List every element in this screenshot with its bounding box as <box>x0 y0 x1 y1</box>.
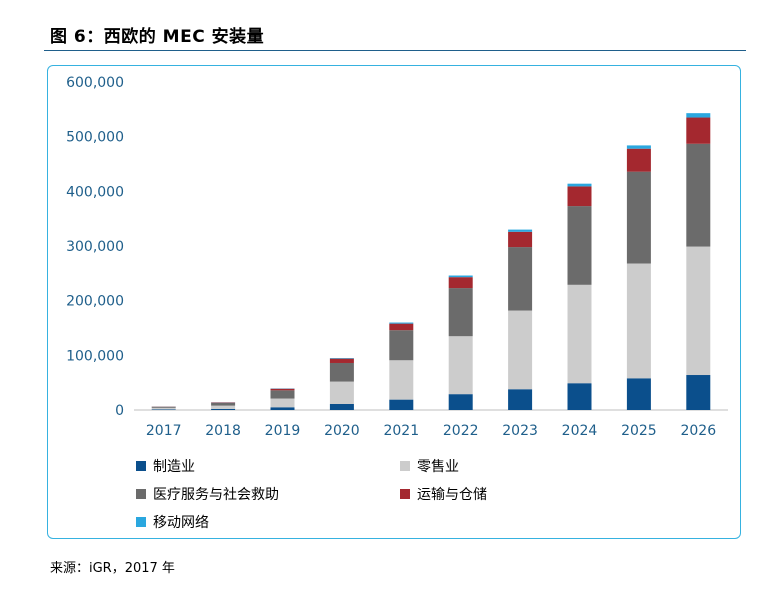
legend-item-healthcare: 医疗服务与社会救助 <box>136 484 279 504</box>
y-tick-label: 200,000 <box>66 294 124 310</box>
bar-segment-manufacturing-2019 <box>270 407 295 410</box>
bar-segment-mobile_network-2023 <box>508 229 533 232</box>
bar-segment-manufacturing-2017 <box>151 409 176 410</box>
bar-segment-transport_storage-2019 <box>270 388 295 391</box>
bar-segment-manufacturing-2023 <box>508 389 533 410</box>
stacked-bar-chart: 0 100,000 200,000 300,000 400,000 500,000 600,… <box>66 75 728 439</box>
y-tick-label: 0 <box>115 403 124 419</box>
bar-segment-mobile_network-2025 <box>626 145 651 149</box>
legend-item-mobile-network: 移动网络 <box>136 512 209 532</box>
title-divider <box>44 50 746 51</box>
bar-segment-healthcare_social-2017 <box>151 406 176 408</box>
x-tick-label-2024: 2024 <box>562 423 598 439</box>
legend-swatch-transport <box>400 489 410 499</box>
figure-title: 图 6：西欧的 MEC 安装量 <box>50 27 265 47</box>
bar-segment-healthcare_social-2019 <box>270 390 295 399</box>
bar-segment-manufacturing-2018 <box>211 408 236 410</box>
bar-segment-manufacturing-2026 <box>686 375 711 410</box>
bar-segment-retail-2021 <box>389 360 414 400</box>
bar-segment-retail-2022 <box>448 336 473 395</box>
bar-segment-mobile_network-2026 <box>686 113 711 118</box>
bar-segment-healthcare_social-2026 <box>686 143 711 247</box>
bar-segment-healthcare_social-2024 <box>567 206 592 285</box>
legend-item-transport: 运输与仓储 <box>400 484 487 504</box>
x-tick-label-2018: 2018 <box>205 423 241 439</box>
x-tick-label-2020: 2020 <box>324 423 360 439</box>
legend-label-retail: 零售业 <box>417 459 459 475</box>
legend-label-transport: 运输与仓储 <box>417 487 487 503</box>
legend-item-retail: 零售业 <box>400 456 459 476</box>
bar-segment-mobile_network-2024 <box>567 183 592 187</box>
bar-segment-healthcare_social-2020 <box>329 362 354 382</box>
bar-segment-retail-2019 <box>270 398 295 408</box>
bar-segment-retail-2017 <box>151 407 176 410</box>
bar-segment-healthcare_social-2022 <box>448 288 473 337</box>
legend-label-mobile-network: 移动网络 <box>153 515 209 531</box>
bar-segment-transport_storage-2025 <box>626 148 651 172</box>
x-tick-label-2021: 2021 <box>383 423 419 439</box>
legend-swatch-mobile-network <box>136 517 146 527</box>
x-tick-label-2017: 2017 <box>146 423 182 439</box>
legend-label-healthcare: 医疗服务与社会救助 <box>153 487 279 503</box>
bar-segment-healthcare_social-2023 <box>508 247 533 311</box>
y-tick-label: 500,000 <box>66 130 124 146</box>
chart-frame: 0 100,000 200,000 300,000 400,000 500,000 600,… <box>47 65 741 539</box>
bar-segment-retail-2020 <box>329 381 354 404</box>
legend-swatch-retail <box>400 461 410 471</box>
legend-swatch-manufacturing <box>136 461 146 471</box>
bar-segment-mobile_network-2022 <box>448 275 473 278</box>
bar-segment-mobile_network-2021 <box>389 322 414 324</box>
x-tick-label-2022: 2022 <box>443 423 479 439</box>
y-tick-label: 400,000 <box>66 184 124 200</box>
legend-item-manufacturing: 制造业 <box>136 456 195 476</box>
bar-segment-transport_storage-2020 <box>329 358 354 363</box>
bar-segment-retail-2024 <box>567 284 592 384</box>
bar-segment-manufacturing-2024 <box>567 383 592 410</box>
bar-segment-transport_storage-2023 <box>508 231 533 248</box>
y-tick-label: 300,000 <box>66 239 124 255</box>
bar-segment-mobile_network-2020 <box>329 358 354 359</box>
bar-segment-transport_storage-2022 <box>448 277 473 289</box>
bar-segment-retail-2018 <box>211 405 236 409</box>
bar-segment-manufacturing-2021 <box>389 399 414 410</box>
bar-segment-manufacturing-2020 <box>329 403 354 410</box>
bar-segment-transport_storage-2024 <box>567 186 592 207</box>
bar-segment-healthcare_social-2021 <box>389 330 414 361</box>
bar-segment-manufacturing-2022 <box>448 394 473 410</box>
bar-segment-retail-2025 <box>626 263 651 379</box>
bar-segment-healthcare_social-2025 <box>626 171 651 264</box>
x-tick-label-2019: 2019 <box>265 423 301 439</box>
source-note: 来源：iGR，2017 年 <box>50 561 175 576</box>
bar-segment-transport_storage-2021 <box>389 323 414 331</box>
x-tick-label-2025: 2025 <box>621 423 657 439</box>
bar-segment-retail-2023 <box>508 310 533 390</box>
legend-label-manufacturing: 制造业 <box>153 459 195 475</box>
y-tick-label: 100,000 <box>66 348 124 364</box>
bar-segment-healthcare_social-2018 <box>211 402 236 406</box>
x-tick-label-2026: 2026 <box>680 423 716 439</box>
bar-segment-manufacturing-2025 <box>626 378 651 410</box>
x-tick-label-2023: 2023 <box>502 423 538 439</box>
y-tick-label: 600,000 <box>66 75 124 91</box>
bar-segment-retail-2026 <box>686 246 711 376</box>
legend-swatch-healthcare <box>136 489 146 499</box>
bar-segment-transport_storage-2026 <box>686 117 711 144</box>
